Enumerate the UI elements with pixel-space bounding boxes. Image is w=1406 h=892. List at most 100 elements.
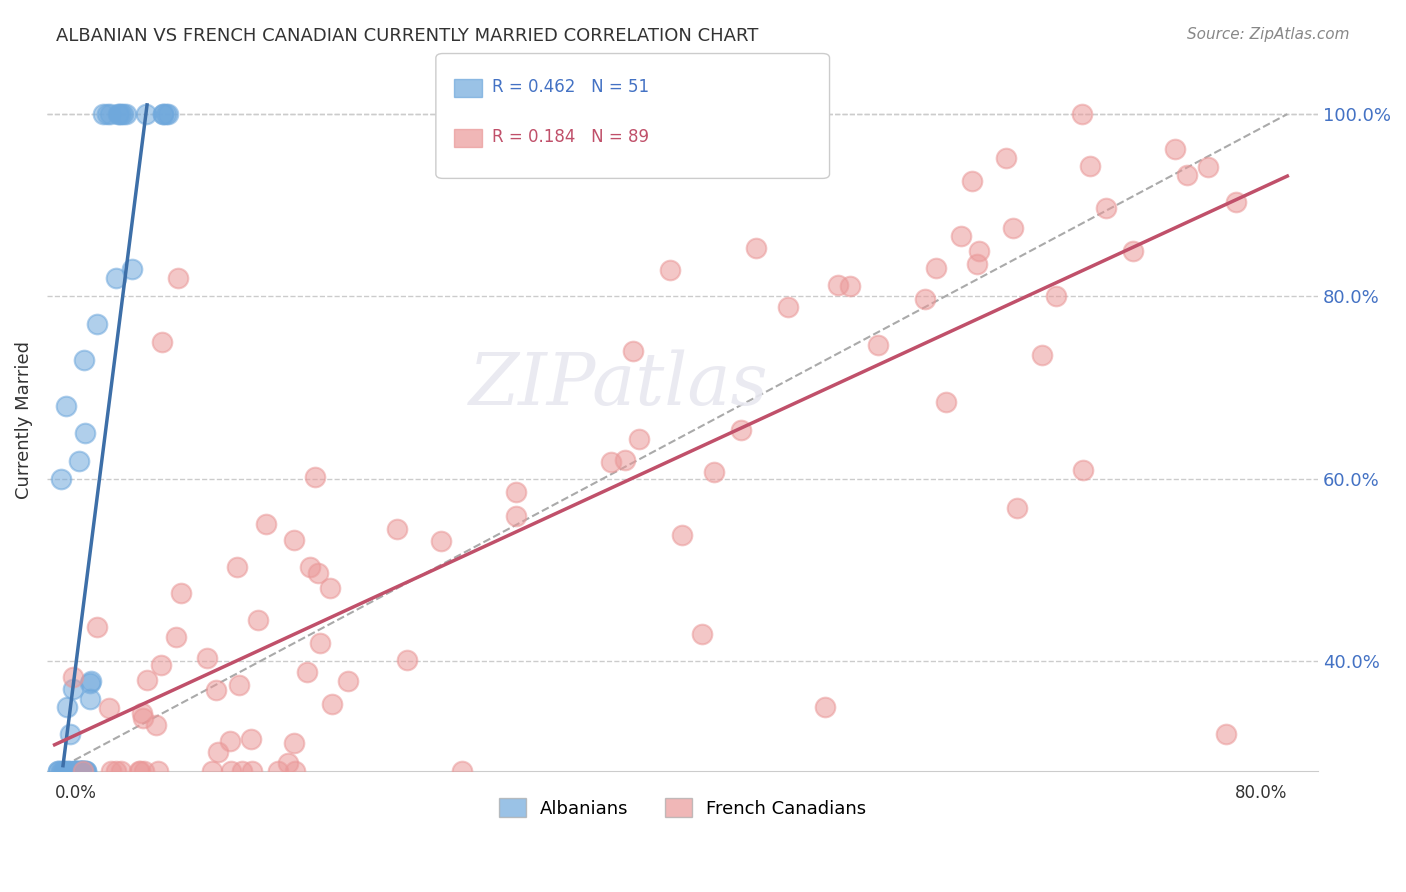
Point (309, 636, 332, 650)
Point (72, 764, 94, 778)
Point (505, 485, 527, 500)
Text: R = 0.184   N = 89: R = 0.184 N = 89 (492, 128, 650, 146)
Point (994, 151, 1017, 165)
Point (115, 107, 138, 121)
Point (240, 764, 263, 778)
Point (62, 681, 84, 696)
Point (966, 257, 988, 271)
Point (152, 107, 174, 121)
Point (53, 764, 76, 778)
Point (157, 107, 180, 121)
Point (621, 343, 644, 358)
Point (201, 764, 224, 778)
Point (396, 653, 419, 667)
Point (79, 675, 101, 690)
Point (100, 764, 122, 778)
Point (110, 764, 132, 778)
Text: ALBANIAN VS FRENCH CANADIAN CURRENTLY MARRIED CORRELATION CHART: ALBANIAN VS FRENCH CANADIAN CURRENTLY MA… (56, 27, 759, 45)
Point (55, 399, 77, 413)
Point (267, 764, 290, 778)
Point (207, 745, 229, 759)
Text: ZIPatlas: ZIPatlas (470, 350, 769, 420)
Point (299, 559, 322, 574)
Point (67, 453, 90, 467)
Point (949, 229, 972, 244)
Point (195, 651, 218, 665)
Point (69, 764, 91, 778)
Point (111, 107, 134, 121)
Point (745, 241, 768, 255)
Point (307, 566, 329, 581)
Point (614, 453, 637, 467)
Point (165, 630, 187, 644)
Point (46, 764, 69, 778)
Point (146, 764, 169, 778)
Point (155, 107, 177, 121)
Point (284, 764, 307, 778)
Point (73, 764, 96, 778)
Point (49, 764, 72, 778)
Point (231, 764, 253, 778)
Point (1001, 221, 1024, 235)
Point (256, 517, 278, 532)
Point (52, 764, 75, 778)
Point (304, 470, 326, 484)
Point (70, 764, 93, 778)
Point (283, 533, 305, 547)
Point (1197, 160, 1219, 174)
Point (69, 764, 91, 778)
Point (451, 764, 474, 778)
Point (56, 764, 79, 778)
Point (52, 764, 75, 778)
Point (65, 764, 87, 778)
Point (776, 300, 799, 314)
Point (385, 522, 408, 536)
Point (131, 706, 153, 720)
Text: Source: ZipAtlas.com: Source: ZipAtlas.com (1187, 27, 1350, 42)
Point (1215, 727, 1237, 741)
Point (599, 455, 621, 469)
Point (218, 734, 240, 748)
Y-axis label: Currently Married: Currently Married (15, 341, 32, 499)
Point (72, 764, 94, 778)
Point (239, 732, 262, 747)
Point (1031, 348, 1053, 362)
Point (86, 620, 108, 634)
Legend: Albanians, French Canadians: Albanians, French Canadians (491, 791, 873, 825)
Point (1164, 142, 1187, 156)
Point (219, 764, 242, 778)
Point (86, 317, 108, 331)
Point (277, 756, 299, 771)
Point (152, 107, 174, 121)
Point (59, 727, 82, 741)
Point (226, 560, 249, 574)
Point (336, 673, 359, 688)
Point (1070, 107, 1092, 121)
Point (152, 335, 174, 350)
Point (1007, 500, 1029, 515)
Point (150, 658, 173, 673)
Point (91, 107, 114, 121)
Point (658, 263, 681, 277)
Point (65, 764, 87, 778)
Point (1122, 244, 1144, 258)
Point (228, 677, 250, 691)
Point (105, 764, 128, 778)
Point (70, 764, 93, 778)
Point (75, 764, 97, 778)
Point (925, 260, 948, 275)
Point (827, 278, 849, 293)
Point (967, 244, 990, 258)
Point (136, 673, 159, 687)
Point (671, 528, 693, 542)
Point (839, 278, 862, 293)
Point (107, 107, 129, 121)
Point (1095, 202, 1118, 216)
Point (79, 691, 101, 706)
Point (145, 717, 167, 731)
Point (48, 764, 70, 778)
Point (67, 764, 90, 778)
Point (73, 426, 96, 441)
Point (69, 764, 91, 778)
Point (1045, 289, 1067, 303)
